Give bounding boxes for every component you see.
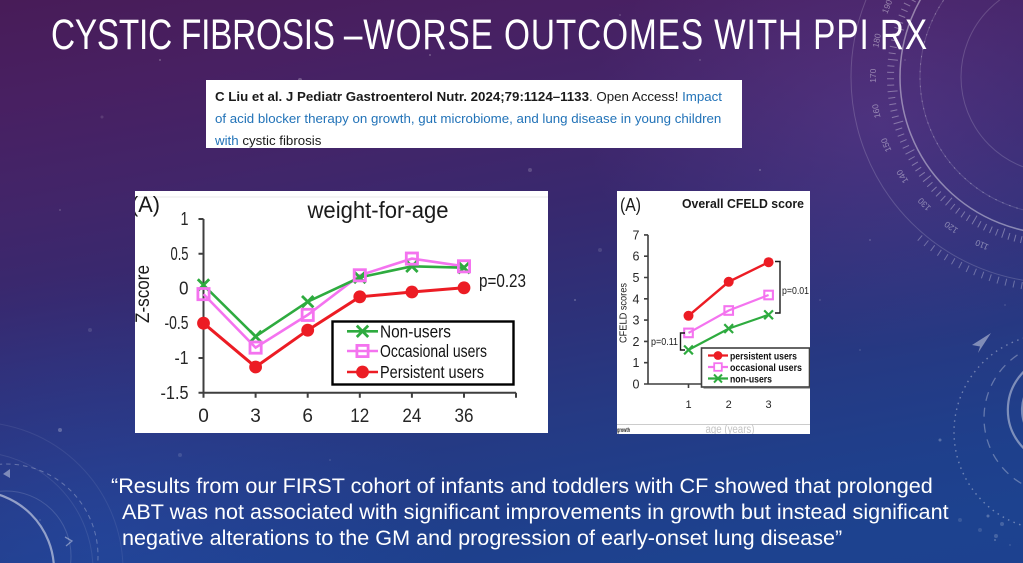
svg-text:120: 120 [942,219,960,235]
svg-text:persistent users: persistent users [730,351,797,362]
svg-text:CFELD scores: CFELD scores [619,283,630,343]
svg-text:growth: growth [617,428,630,434]
svg-text:0: 0 [179,278,189,299]
svg-text:6: 6 [633,250,640,264]
svg-text:170: 170 [868,68,878,82]
svg-text:1: 1 [685,399,691,411]
svg-text:-0.5: -0.5 [165,312,189,333]
svg-text:Persistent users: Persistent users [380,362,484,382]
svg-text:6: 6 [302,406,313,427]
svg-text:2: 2 [633,335,640,349]
svg-text:24: 24 [402,406,421,427]
svg-text:-1: -1 [175,347,189,368]
svg-text:1: 1 [633,356,640,370]
svg-text:(A): (A) [135,192,160,217]
svg-text:1: 1 [181,208,189,229]
svg-text:age (years): age (years) [706,424,755,434]
svg-text:0.5: 0.5 [171,243,189,264]
svg-text:160: 160 [870,103,883,119]
svg-text:non-users: non-users [730,374,772,385]
svg-text:3: 3 [766,399,772,411]
svg-text:110: 110 [973,238,990,253]
svg-text:Z-score: Z-score [135,265,154,323]
svg-text:p=0.23: p=0.23 [479,270,526,291]
svg-text:(A): (A) [620,195,641,215]
svg-text:Overall CFELD score: Overall CFELD score [682,196,804,211]
svg-text:12: 12 [350,406,369,427]
svg-text:130: 130 [916,196,933,213]
svg-text:p=0.01: p=0.01 [782,285,809,297]
svg-text:0: 0 [198,406,209,427]
svg-text:3: 3 [633,314,640,328]
svg-text:180: 180 [870,32,883,48]
svg-text:4: 4 [633,292,640,306]
svg-text:150: 150 [879,136,894,153]
svg-text:Non-users: Non-users [380,322,451,342]
svg-text:140: 140 [894,168,910,186]
svg-text:5: 5 [633,271,640,285]
svg-text:36: 36 [455,406,474,427]
svg-text:0: 0 [633,378,640,392]
svg-text:-1.5: -1.5 [161,382,189,403]
svg-text:3: 3 [250,406,261,427]
svg-text:2: 2 [726,399,732,411]
svg-text:7: 7 [633,228,640,242]
svg-text:occasional users: occasional users [730,363,802,374]
svg-text:Occasional users: Occasional users [380,341,487,361]
svg-text:weight-for-age: weight-for-age [307,197,449,223]
svg-text:p=0.11: p=0.11 [651,336,678,348]
